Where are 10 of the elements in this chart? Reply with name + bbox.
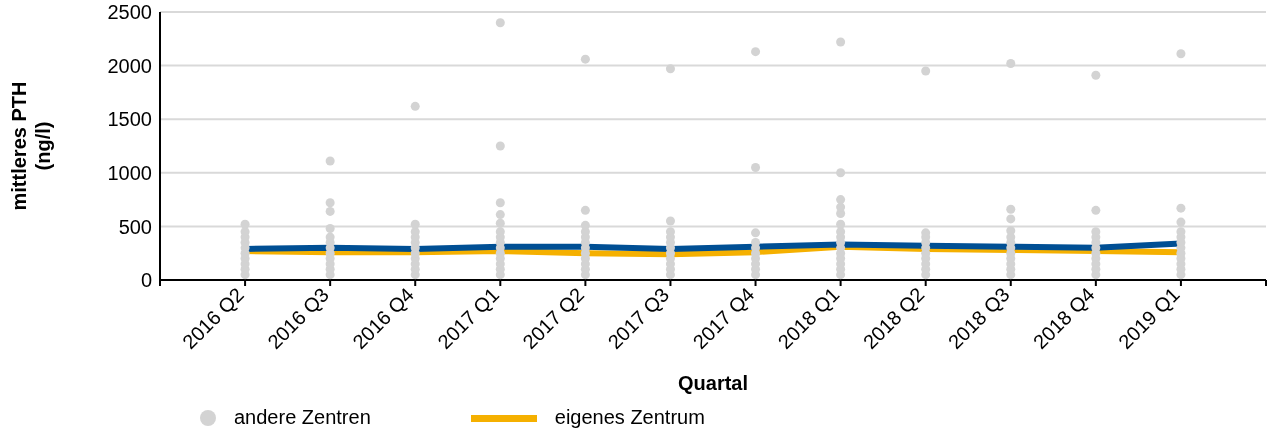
y-tick-label: 1500 [107,108,152,131]
legend-label: andere Zentren [234,406,371,429]
y-axis-title: mittleres PTH (ng/l) [8,81,54,211]
x-axis-title: Quartal [677,372,749,394]
y-tick-label: 0 [140,269,152,292]
y-tick-label: 1000 [107,161,152,184]
y-tick-label: 500 [118,215,152,238]
y-tick-label: 2000 [107,54,152,77]
y-tick-label: 2500 [107,1,152,24]
legend-label: eigenes Zentrum [554,406,705,429]
